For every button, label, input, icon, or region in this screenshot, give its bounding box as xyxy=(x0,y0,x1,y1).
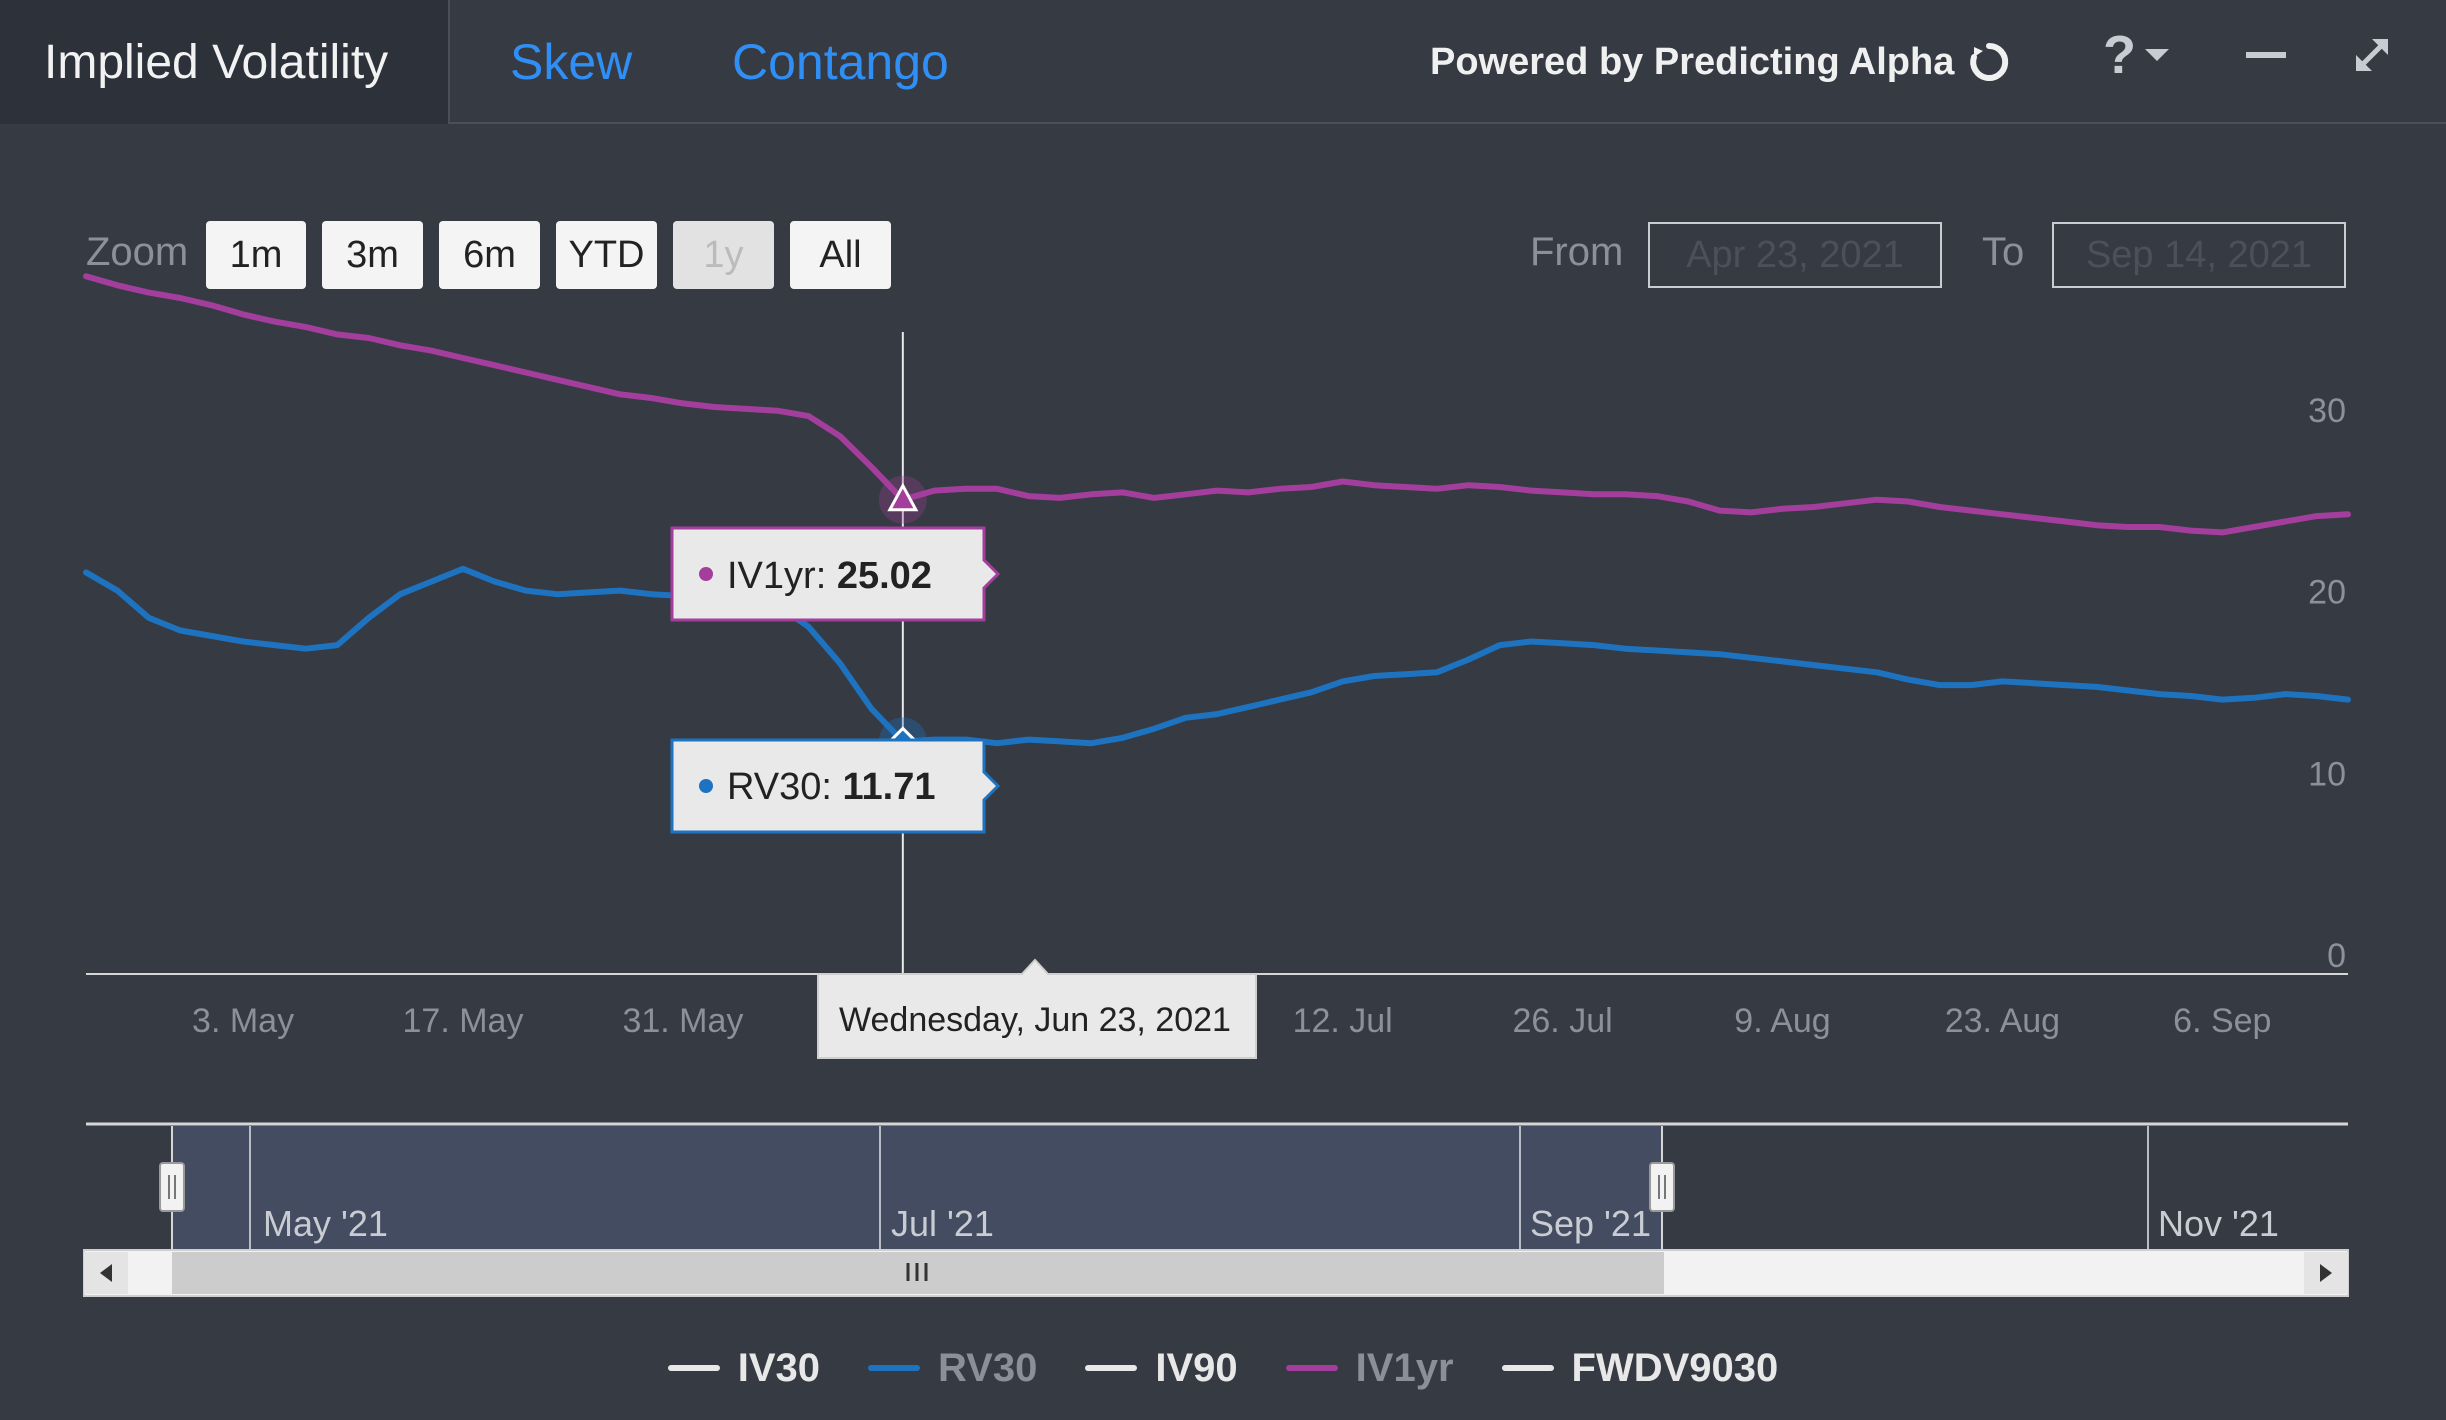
iv1yr-hover-marker xyxy=(887,482,919,512)
expand-icon xyxy=(2356,39,2388,71)
x-tick-label: 3. May xyxy=(192,1002,294,1040)
minimize-icon xyxy=(2246,52,2286,58)
series-line-iv1yr xyxy=(83,273,2351,536)
navigator-label-may: May '21 xyxy=(263,1203,388,1244)
legend-label: FWDV9030 xyxy=(1571,1345,1779,1390)
powered-by-label: Powered by Predicting Alpha xyxy=(1430,40,1955,83)
navigator-right-handle[interactable] xyxy=(1649,1162,1675,1212)
date-tooltip: Wednesday, Jun 23, 2021 xyxy=(817,958,1257,1059)
y-axis: 0 10 20 30 xyxy=(2308,392,2346,975)
legend-item-fwdv9030[interactable]: FWDV9030 xyxy=(1501,1345,1779,1391)
x-tick-label: 31. May xyxy=(622,1002,743,1040)
zoom-1y-button[interactable]: 1y xyxy=(673,221,774,289)
legend-label: IV90 xyxy=(1155,1345,1238,1390)
iv1yr-tooltip-colon: : xyxy=(816,555,837,597)
legend-label: IV30 xyxy=(737,1345,821,1390)
rv30-tooltip-dot xyxy=(699,779,713,793)
navigator-label-nov: Nov '21 xyxy=(2158,1203,2279,1244)
iv1yr-tooltip-label: IV1yr xyxy=(727,555,816,597)
rv30-tooltip: RV30: 11.71 xyxy=(670,738,1001,834)
legend: IV30 RV30 IV90 IV1yr FWDV9030 xyxy=(0,1340,2446,1396)
y-tick-label: 10 xyxy=(2308,755,2346,793)
x-tick-label: 23. Aug xyxy=(1945,1002,2060,1040)
rv30-tooltip-value: 11.71 xyxy=(843,766,936,808)
x-tick-label: 17. May xyxy=(403,1002,524,1040)
navigator[interactable]: May '21 Jul '21 Sep '21 Nov '21 xyxy=(86,1122,2348,1250)
refresh-icon xyxy=(1970,42,2009,81)
tab-skew[interactable]: Skew xyxy=(510,34,633,90)
from-label: From xyxy=(1530,230,1624,274)
series-layer xyxy=(83,273,2351,747)
legend-swatch xyxy=(1285,1365,1338,1371)
svg-text:?: ? xyxy=(2103,25,2136,85)
zoom-label: Zoom xyxy=(86,230,189,274)
y-tick-label: 30 xyxy=(2308,392,2346,430)
scroll-right-arrow-icon xyxy=(2320,1264,2332,1282)
zoom-6m-button[interactable]: 6m xyxy=(439,221,540,289)
scroll-left-arrow-icon xyxy=(100,1264,112,1282)
legend-label: IV1yr xyxy=(1355,1345,1454,1390)
iv1yr-tooltip-text: IV1yr: 25.02 xyxy=(727,555,932,597)
to-date-input[interactable] xyxy=(2052,222,2346,288)
zoom-ytd-button[interactable]: YTD xyxy=(556,221,657,289)
x-tick-label: 9. Aug xyxy=(1734,1002,1830,1040)
tab-implied-volatility[interactable]: Implied Volatility xyxy=(0,0,450,124)
expand-button[interactable] xyxy=(2342,0,2402,110)
navigator-left-handle-body[interactable] xyxy=(159,1162,185,1212)
navigator-selected-range[interactable] xyxy=(172,1126,1662,1250)
legend-swatch xyxy=(1501,1365,1554,1371)
from-date-input[interactable] xyxy=(1648,222,1942,288)
powered-by[interactable]: Powered by Predicting Alpha xyxy=(1430,0,2010,124)
zoom-3m-button[interactable]: 3m xyxy=(322,221,423,289)
iv1yr-tooltip-value: 25.02 xyxy=(837,555,932,597)
legend-swatch xyxy=(868,1365,921,1371)
scrollbar[interactable] xyxy=(83,1249,2349,1297)
tab-contango[interactable]: Contango xyxy=(732,34,949,90)
minimize-button[interactable] xyxy=(2236,0,2296,110)
top-bar-divider xyxy=(450,122,2446,124)
navigator-right-handle-body[interactable] xyxy=(1649,1162,1675,1212)
question-icon: ? xyxy=(2103,25,2169,85)
date-tooltip-box xyxy=(817,958,1257,1059)
y-tick-label: 20 xyxy=(2308,574,2346,612)
navigator-label-jul: Jul '21 xyxy=(891,1203,994,1244)
x-axis: 3. May 17. May 31. May 12. Jul 26. Jul 9. Aug… xyxy=(192,1002,2271,1040)
rv30-tooltip-colon: : xyxy=(821,766,842,808)
iv1yr-tooltip: IV1yr: 25.02 xyxy=(670,526,1001,622)
series-line-rv30 xyxy=(83,565,2351,747)
date-tooltip-text: Wednesday, Jun 23, 2021 xyxy=(839,1001,1231,1039)
zoom-1m-button[interactable]: 1m xyxy=(206,221,306,289)
legend-label: RV30 xyxy=(938,1345,1038,1390)
rv30-tooltip-box xyxy=(670,738,1001,834)
x-tick-label: 12. Jul xyxy=(1293,1002,1393,1040)
rv30-tooltip-label: RV30 xyxy=(727,766,821,808)
legend-item-iv30[interactable]: IV30 xyxy=(667,1345,821,1391)
legend-item-iv1yr[interactable]: IV1yr xyxy=(1285,1345,1454,1391)
x-tick-label: 6. Sep xyxy=(2173,1002,2271,1040)
rv30-tooltip-text: RV30: 11.71 xyxy=(727,766,936,808)
navigator-label-sep: Sep '21 xyxy=(1530,1203,1651,1244)
to-label: To xyxy=(1982,230,2025,274)
help-dropdown-button[interactable]: ? xyxy=(2090,0,2180,110)
legend-item-iv90[interactable]: IV90 xyxy=(1085,1345,1238,1391)
legend-item-rv30[interactable]: RV30 xyxy=(868,1346,1037,1391)
top-bar: Implied Volatility Skew Contango Powered… xyxy=(0,0,2446,124)
iv1yr-tooltip-dot xyxy=(699,567,713,581)
legend-swatch xyxy=(1085,1365,1138,1371)
iv1yr-tooltip-box xyxy=(670,526,1001,622)
navigator-left-handle[interactable] xyxy=(159,1162,185,1212)
y-tick-label: 0 xyxy=(2327,937,2346,975)
legend-swatch xyxy=(667,1365,720,1371)
x-tick-label: 26. Jul xyxy=(1512,1002,1612,1040)
zoom-all-button[interactable]: All xyxy=(790,221,891,289)
